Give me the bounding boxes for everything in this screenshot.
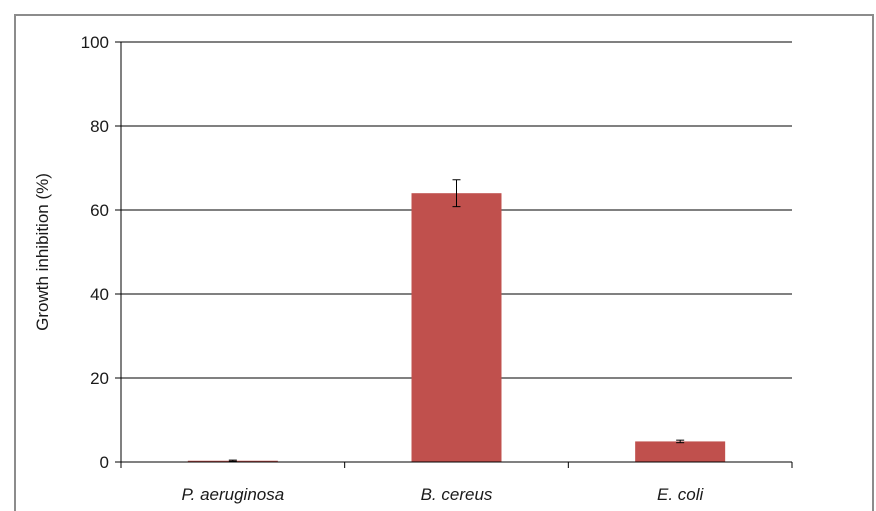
x-category-label-0: P. aeruginosa bbox=[181, 485, 284, 504]
y-tick-label-0: 0 bbox=[100, 453, 109, 472]
axes bbox=[115, 41, 793, 468]
bar-1 bbox=[411, 193, 502, 462]
x-category-label-1: B. cereus bbox=[421, 485, 493, 504]
y-tick-label-80: 80 bbox=[90, 117, 109, 136]
error-bars bbox=[228, 179, 685, 462]
y-tick-label-20: 20 bbox=[90, 369, 109, 388]
y-axis-title: Growth inhibition (%) bbox=[33, 173, 52, 331]
y-tick-label-40: 40 bbox=[90, 285, 109, 304]
y-tick-label-60: 60 bbox=[90, 201, 109, 220]
bars bbox=[187, 193, 726, 462]
y-tick-label-100: 100 bbox=[81, 33, 109, 52]
bar-2 bbox=[635, 441, 726, 462]
labels: 0 20 40 60 80 100 P. aeruginosa B. cereus E. col… bbox=[81, 33, 705, 504]
x-category-label-2: E. coli bbox=[657, 485, 705, 504]
